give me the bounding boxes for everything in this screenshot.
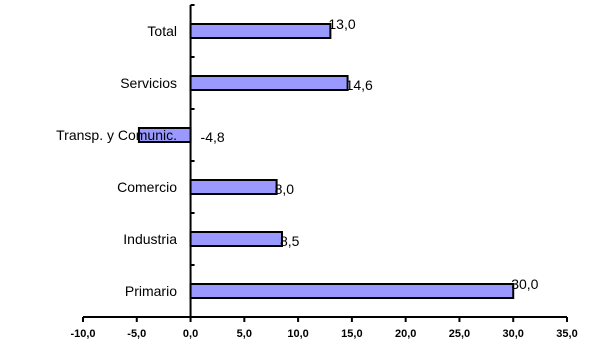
category-labels: Total Servicios Transp. y Comunic. Comercio… [56,23,177,299]
value-label-transp-y-comunic: -4,8 [201,129,225,145]
value-label-comercio: 8,0 [275,181,295,197]
category-label-total: Total [147,23,177,39]
x-tick-label: 25,0 [449,328,470,340]
bar-total [189,23,332,39]
value-label-servicios: 14,6 [346,77,373,93]
x-tick-label: 10,0 [287,328,308,340]
category-label-transp-y-comunic: Transp. y Comunic. [56,127,177,143]
x-tick-labels: -10,0 -5,0 0,0 5,0 10,0 15,0 20,0 25,0 30,0 35,0 [70,328,577,340]
value-label-industria: 8,5 [280,233,300,249]
bar-servicios [189,75,349,91]
x-axis [82,316,568,322]
x-tick-label: 35,0 [556,328,577,340]
x-tick-label: -5,0 [127,328,146,340]
category-label-comercio: Comercio [117,179,177,195]
bar-transp-y-comunic [137,127,192,143]
value-label-primario: 30,0 [511,276,538,292]
x-tick-label: 20,0 [395,328,416,340]
bars [137,23,515,299]
y-axis [189,4,195,318]
category-label-industria: Industria [123,231,177,247]
value-labels: 13,0 14,6 -4,8 8,0 8,5 30,0 [201,16,539,292]
x-tick-label: 0,0 [183,328,198,340]
value-label-total: 13,0 [328,16,355,32]
x-tick-label: 15,0 [341,328,362,340]
category-label-primario: Primario [125,283,177,299]
bar-comercio [189,179,278,195]
bar-primario [189,283,515,299]
category-label-servicios: Servicios [120,75,177,91]
x-tick-label: 5,0 [237,328,252,340]
x-tick-label: 30,0 [503,328,524,340]
x-tick-label: -10,0 [70,328,95,340]
bar-industria [189,231,283,247]
